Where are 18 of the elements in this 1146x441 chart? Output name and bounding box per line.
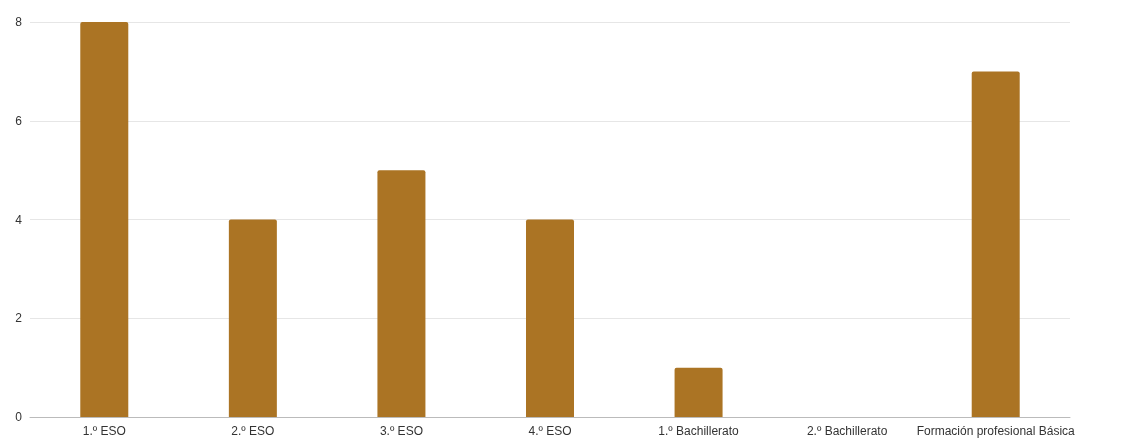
bar <box>971 71 1020 417</box>
bar <box>526 219 574 417</box>
y-tick-label: 8 <box>15 15 23 29</box>
x-tick-label: 1.º ESO <box>82 424 126 438</box>
y-tick-label: 2 <box>15 311 23 326</box>
x-tick-label: 2.º Bachillerato <box>806 424 888 438</box>
y-tick-label: 6 <box>15 113 23 128</box>
bar <box>377 170 426 417</box>
x-tick-label: 2.º ESO <box>231 424 275 438</box>
x-tick-label: Formación profesional Básica <box>916 424 1076 438</box>
y-tick-label: 0 <box>15 410 23 424</box>
bar <box>228 219 277 417</box>
x-tick-label: 3.º ESO <box>379 424 423 438</box>
bar <box>80 22 129 417</box>
x-tick-label: 4.º ESO <box>528 424 572 438</box>
bar <box>674 367 723 417</box>
y-tick-label: 4 <box>15 212 23 227</box>
x-tick-label: 1.º Bachillerato <box>658 424 740 438</box>
